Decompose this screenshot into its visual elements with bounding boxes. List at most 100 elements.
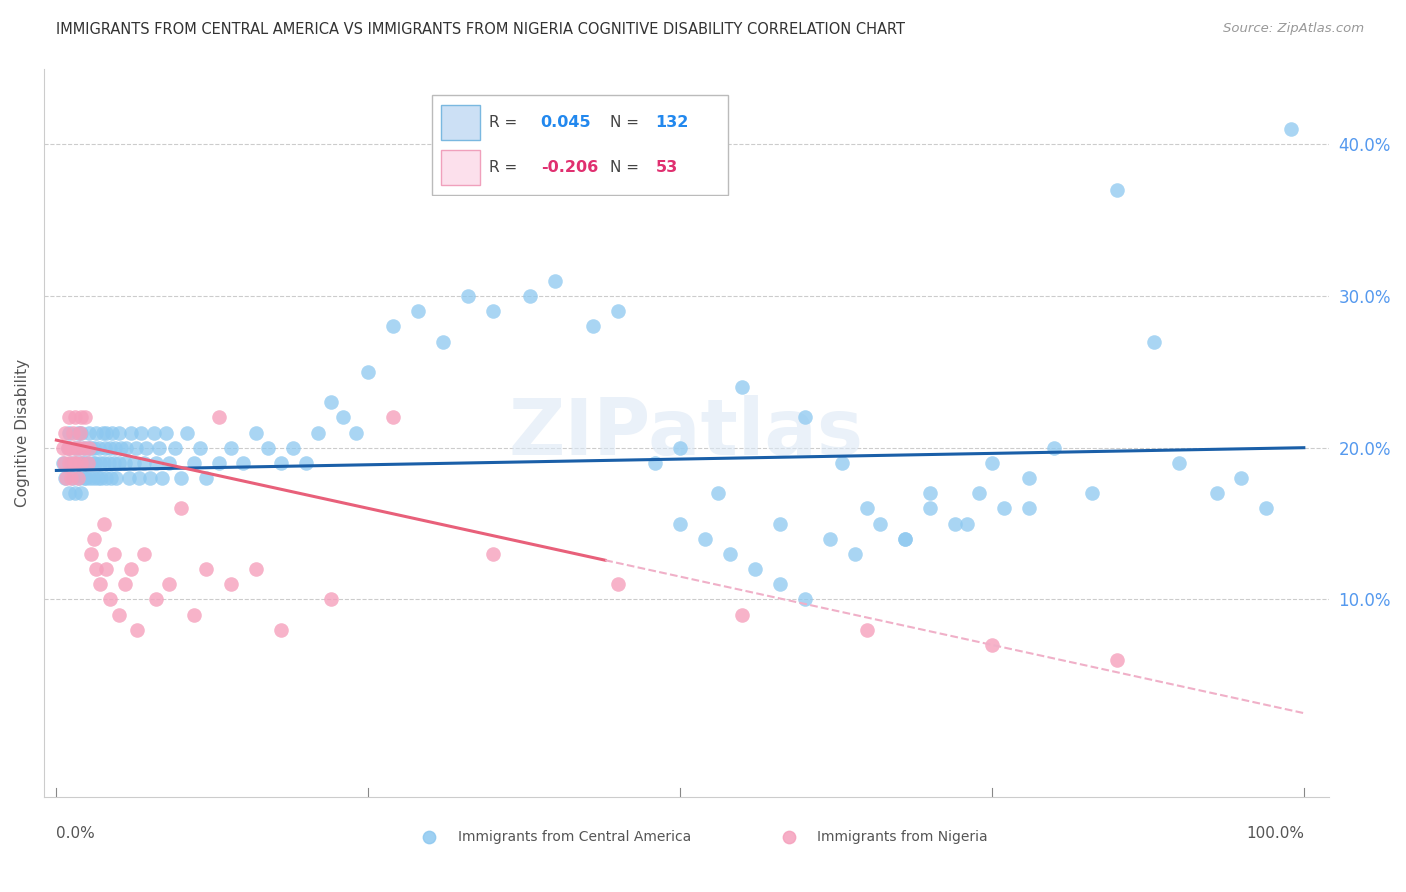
Point xyxy=(94,441,117,455)
Point xyxy=(831,456,853,470)
Point xyxy=(63,486,86,500)
Point xyxy=(93,516,115,531)
Point xyxy=(332,410,354,425)
Point xyxy=(170,501,193,516)
Point xyxy=(70,456,93,470)
Point xyxy=(67,471,90,485)
Point xyxy=(114,456,136,470)
Point xyxy=(148,441,170,455)
Point xyxy=(52,441,75,455)
Point xyxy=(918,501,941,516)
Point xyxy=(75,471,97,485)
Point xyxy=(344,425,367,440)
Point xyxy=(195,471,218,485)
Point xyxy=(120,562,142,576)
Point xyxy=(893,532,915,546)
Point xyxy=(127,623,149,637)
Point xyxy=(457,289,479,303)
Point xyxy=(69,456,91,470)
Text: IMMIGRANTS FROM CENTRAL AMERICA VS IMMIGRANTS FROM NIGERIA COGNITIVE DISABILITY : IMMIGRANTS FROM CENTRAL AMERICA VS IMMIG… xyxy=(56,22,905,37)
Point xyxy=(270,456,292,470)
Point xyxy=(693,532,716,546)
Point xyxy=(110,441,132,455)
Point xyxy=(63,410,86,425)
Point xyxy=(52,456,75,470)
Point xyxy=(97,456,120,470)
Point xyxy=(382,319,405,334)
Point xyxy=(893,532,915,546)
Point xyxy=(58,456,80,470)
Point xyxy=(606,304,628,318)
Point xyxy=(107,425,129,440)
Point xyxy=(52,456,75,470)
Point xyxy=(83,532,105,546)
Point xyxy=(969,486,991,500)
Point xyxy=(1230,471,1253,485)
Point xyxy=(70,410,93,425)
Point xyxy=(114,577,136,591)
Point xyxy=(606,577,628,591)
Point xyxy=(1105,183,1128,197)
Point xyxy=(66,471,89,485)
Point xyxy=(142,425,165,440)
Point xyxy=(70,486,93,500)
Point xyxy=(744,562,766,576)
Point xyxy=(432,334,454,349)
Point xyxy=(1081,486,1104,500)
Point xyxy=(856,501,879,516)
Point xyxy=(644,456,666,470)
Point xyxy=(406,304,429,318)
Point xyxy=(63,456,86,470)
Point xyxy=(70,425,93,440)
Point xyxy=(73,471,96,485)
Point xyxy=(731,380,754,394)
Point xyxy=(77,441,100,455)
Point xyxy=(83,471,105,485)
Point xyxy=(1256,501,1278,516)
Point xyxy=(105,471,128,485)
Point xyxy=(283,441,305,455)
Point xyxy=(981,456,1004,470)
Point xyxy=(669,516,692,531)
Point xyxy=(183,607,205,622)
Text: R =: R = xyxy=(489,115,517,130)
Point xyxy=(1168,456,1191,470)
Point xyxy=(59,441,82,455)
Point xyxy=(139,471,162,485)
Text: 132: 132 xyxy=(655,115,689,130)
Point xyxy=(76,456,98,470)
Point xyxy=(219,577,242,591)
Text: Source: ZipAtlas.com: Source: ZipAtlas.com xyxy=(1223,22,1364,36)
Point xyxy=(170,471,193,485)
Point xyxy=(79,471,101,485)
Point xyxy=(115,441,138,455)
Point xyxy=(1018,501,1040,516)
Point xyxy=(1143,334,1166,349)
Point xyxy=(319,592,342,607)
Point xyxy=(1018,471,1040,485)
Point xyxy=(793,592,815,607)
Point xyxy=(89,456,111,470)
Point xyxy=(129,425,152,440)
Point xyxy=(257,441,280,455)
Point xyxy=(319,395,342,409)
Point xyxy=(58,486,80,500)
Point xyxy=(73,441,96,455)
Point xyxy=(544,274,567,288)
Text: ZIPatlas: ZIPatlas xyxy=(509,394,863,471)
Point xyxy=(76,456,98,470)
Point xyxy=(62,471,84,485)
Point xyxy=(80,441,103,455)
Point xyxy=(76,441,98,455)
Bar xyxy=(441,105,481,140)
Point xyxy=(73,410,96,425)
Point xyxy=(100,471,122,485)
Point xyxy=(869,516,891,531)
Point xyxy=(83,441,105,455)
Point xyxy=(101,425,124,440)
Point xyxy=(793,410,815,425)
Point xyxy=(769,516,792,531)
Point xyxy=(245,562,267,576)
Point xyxy=(53,425,76,440)
Point xyxy=(482,547,505,561)
